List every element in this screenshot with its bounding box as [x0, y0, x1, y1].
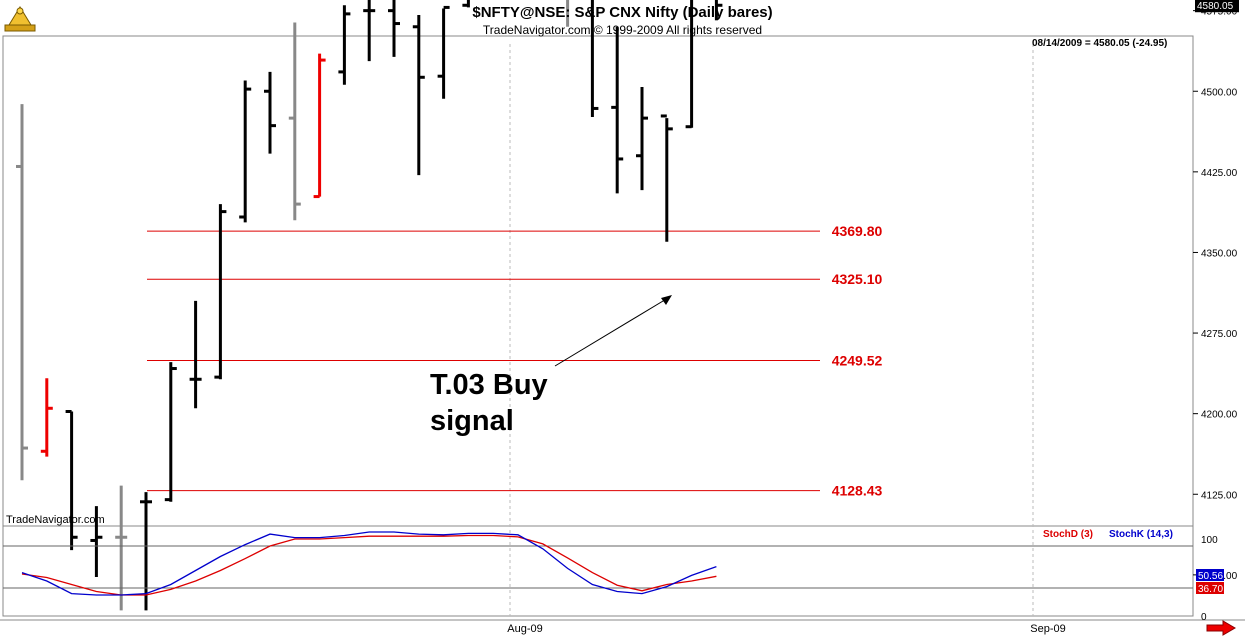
price-bar — [288, 22, 301, 221]
price-bar — [363, 0, 376, 62]
price-bar — [189, 300, 202, 409]
price-bar — [90, 506, 103, 578]
last-price-label: 4580.05 — [1197, 1, 1234, 12]
brand-watermark: TradeNavigator.com — [6, 514, 105, 526]
price-tick-label: 4125.00 — [1201, 490, 1238, 501]
price-bar — [636, 86, 648, 191]
level-label-4249.52: 4249.52 — [832, 352, 883, 368]
price-tick-label: 4200.00 — [1201, 410, 1238, 421]
price-bar — [313, 53, 326, 199]
price-bar — [65, 410, 78, 551]
annotation-line-1: T.03 Buy — [430, 369, 548, 401]
stoch-k-value-box — [1196, 569, 1224, 581]
last-price-box — [1195, 0, 1239, 13]
price-bar — [611, 26, 624, 194]
price-bar — [239, 80, 252, 223]
annotation-arrow-line — [554, 297, 669, 367]
price-bar — [437, 5, 450, 99]
level-label-4128.43: 4128.43 — [832, 483, 883, 499]
stoch-d-value-box — [1196, 582, 1224, 594]
price-bar — [590, 0, 599, 118]
price-tick-label: 4275.00 — [1201, 329, 1238, 340]
price-bar — [16, 104, 28, 481]
price-tick-label: 4425.00 — [1201, 168, 1238, 179]
last-quote-readout: 08/14/2009 = 4580.05 (-24.95) — [1032, 38, 1168, 49]
price-bar — [462, 0, 470, 8]
price-bar — [140, 492, 152, 611]
price-bar — [685, 0, 694, 129]
price-bar — [388, 0, 400, 57]
price-bar — [264, 71, 276, 154]
annotation-arrowhead-icon — [661, 295, 672, 305]
stoch-d-value-label: 36.70 — [1198, 584, 1223, 595]
price-bar — [412, 14, 425, 176]
price-bar — [164, 362, 177, 502]
stoch-k-legend: StochK (14,3) — [1109, 529, 1173, 540]
stoch-k-value-label: 50.56 — [1198, 571, 1223, 582]
stoch-d-legend: StochD (3) — [1043, 529, 1093, 540]
scroll-right-arrow-icon[interactable] — [1206, 620, 1236, 636]
price-tick-label: 4350.00 — [1201, 248, 1238, 259]
price-bar — [214, 204, 227, 380]
stoch-axis-label-100: 100 — [1201, 535, 1218, 546]
level-label-4369.80: 4369.80 — [832, 223, 883, 239]
price-panel-frame — [2, 35, 1194, 527]
stoch-axis-label-0: 0 — [1201, 612, 1207, 623]
price-bar — [714, 0, 723, 21]
price-bar — [40, 378, 53, 457]
buy-signal-annotation: T.03 Buy signal — [430, 367, 548, 439]
price-bar — [660, 114, 673, 242]
annotation-line-2: signal — [430, 405, 514, 437]
level-label-4325.10: 4325.10 — [832, 271, 883, 287]
price-bar — [115, 485, 128, 611]
time-tick-label: Sep-09 — [1030, 623, 1065, 635]
price-tick-label: 4500.00 — [1201, 87, 1238, 98]
stoch-k-line — [21, 531, 717, 596]
price-bar — [338, 5, 351, 85]
chart-copyright: TradeNavigator.com © 1999-2009 All right… — [482, 23, 763, 37]
stoch-panel-frame — [2, 525, 1194, 617]
tradenavigator-logo-icon — [4, 6, 36, 32]
chart-title: $NFTY@NSE: S&P CNX Nifty (Daily bares) — [472, 4, 773, 21]
time-tick-label: Aug-09 — [507, 623, 542, 635]
stoch-d-line — [21, 534, 717, 596]
